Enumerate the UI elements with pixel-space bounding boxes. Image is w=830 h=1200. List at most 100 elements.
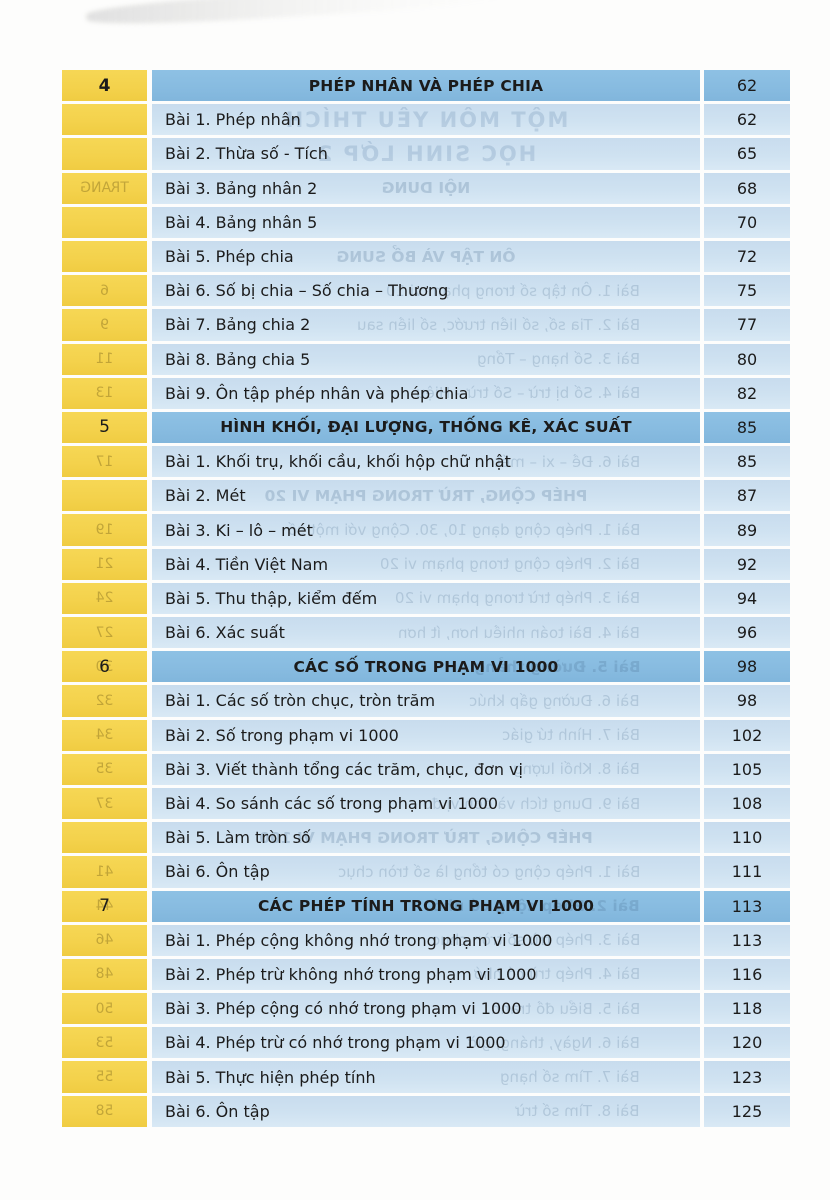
lesson-title-cell: Bài 3. Số hạng – Tổng Bài 8. Bảng chia 5	[152, 343, 700, 375]
chapter-number-cell: 6	[62, 275, 147, 307]
bleedthrough-page-number: 19	[95, 522, 114, 539]
chapter-number-cell	[62, 206, 147, 238]
chapter-title: PHÉP NHÂN VÀ PHÉP CHIA	[308, 76, 544, 95]
chapter-title: CÁC SỐ TRONG PHẠM VI 1000	[293, 657, 559, 676]
page-number: 68	[736, 178, 758, 198]
lesson-title-cell: Bài 2. Tia số, số liền trước, số liền sa…	[152, 309, 700, 341]
page-number: 120	[731, 1033, 763, 1053]
chapter-number-cell: 32	[62, 685, 147, 717]
lesson-title: Bài 5. Làm tròn số	[165, 828, 311, 848]
chapter-number-cell: 34	[62, 719, 147, 751]
bleedthrough-text: Bài 8. Khối lượng	[513, 760, 640, 779]
lesson-title: Bài 6. Xác suất	[165, 623, 285, 643]
toc-row-chapter: 5 HÌNH KHỐI, ĐẠI LƯỢNG, THỐNG KÊ, XÁC SUẤ…	[62, 411, 790, 444]
bleedthrough-page-number: 34	[95, 727, 114, 744]
lesson-title: Bài 7. Bảng chia 2	[165, 315, 311, 335]
bleedthrough-text: Bài 6. Đường gấp khúc	[469, 691, 640, 710]
lesson-title-cell: MỘT MÔN YÊU THÍCH Bài 1. Phép nhân	[152, 104, 700, 136]
lesson-title: Bài 3. Viết thành tổng các trăm, chục, đ…	[165, 759, 523, 779]
lesson-title-cell: Bài 5. Biểu đồ tranh Bài 3. Phép cộng có …	[152, 993, 700, 1025]
bleedthrough-text: Bài 7. Hình tứ giác	[501, 726, 640, 745]
page-number-cell: 87	[704, 480, 790, 512]
bleedthrough-text: Bài 2. Tia số, số liền trước, số liền sa…	[356, 315, 640, 334]
lesson-title-cell: Bài 6. Đề – xi – mét Bài 1. Khối trụ, khố…	[152, 446, 700, 478]
page-number: 98	[736, 691, 758, 711]
bleedthrough-page-number: 32	[95, 692, 114, 709]
page-number: 118	[731, 999, 763, 1019]
chapter-number-cell: 27	[62, 617, 147, 649]
lesson-title: Bài 3. Phép cộng có nhớ trong phạm vi 10…	[165, 999, 522, 1019]
lesson-title-cell: Bài 1. Ôn tập số trong phạm vi 10 Bài 6. …	[152, 275, 700, 307]
page-number: 111	[731, 862, 763, 882]
lesson-title: Bài 4. Tiền Việt Nam	[165, 554, 329, 574]
chapter-number-cell	[62, 104, 147, 136]
chapter-number-cell: 4	[62, 70, 147, 102]
page-number: 89	[736, 520, 758, 540]
lesson-title: Bài 3. Bảng nhân 2	[165, 178, 318, 198]
lesson-title: Bài 6. Ôn tập	[165, 1101, 270, 1121]
page-number: 77	[736, 315, 758, 335]
lesson-title: Bài 3. Ki – lô – mét	[165, 520, 313, 540]
page-number-cell: 113	[704, 924, 790, 956]
page-number: 105	[731, 759, 763, 779]
chapter-number-cell: 5	[62, 411, 147, 444]
toc-row-chapter: 30 6 Bài 5. Đường thẳng CÁC SỐ TRONG PHẠM V…	[62, 651, 790, 683]
lesson-title: Bài 5. Thực hiện phép tính	[165, 1067, 376, 1087]
chapter-number-cell: 11	[62, 343, 147, 375]
toc-row-lesson: PHÉP CỘNG, TRỪ TRONG PHẠM VI 100 Bài 5. L…	[62, 822, 790, 854]
lesson-title: Bài 8. Bảng chia 5	[165, 349, 311, 369]
toc-row-lesson: TRANG NỘI DUNG Bài 3. Bảng nhân 2 68	[62, 172, 790, 204]
lesson-title: Bài 1. Khối trụ, khối cầu, khối hộp chữ …	[165, 452, 511, 472]
chapter-number-cell: 48	[62, 958, 147, 991]
bleedthrough-page-number: 24	[95, 590, 114, 607]
toc-row-lesson: 19 Bài 1. Phép cộng dạng 10, 30. Cộng với…	[62, 514, 790, 546]
bleedthrough-text: Bài 4. Bài toán nhiều hơn, ít hơn	[398, 623, 640, 642]
lesson-title-cell: Bài 4. Phép trừ có nhớ Bài 2. Phép trừ kh…	[152, 958, 700, 991]
chapter-number-cell	[62, 480, 147, 512]
page-number-cell: 65	[704, 138, 790, 170]
lesson-title-cell: Bài 7. Tìm số hạng Bài 5. Thực hiện phép …	[152, 1061, 700, 1093]
page-number-cell: 96	[704, 617, 790, 649]
bleedthrough-page-number: 27	[95, 624, 114, 641]
toc-row-lesson: 32 Bài 6. Đường gấp khúc Bài 1. Các số trò…	[62, 685, 790, 717]
page-number-cell: 116	[704, 958, 790, 991]
page-number: 72	[736, 247, 758, 267]
page-number: 98	[736, 657, 758, 677]
toc-table: 4 PHÉP NHÂN VÀ PHÉP CHIA 62 MỘT MÔN YÊU THÍ…	[62, 70, 790, 1127]
bleedthrough-text: Bài 3. Phép trừ trong phạm vi 20	[394, 589, 640, 608]
chapter-number-cell: 55	[62, 1061, 147, 1093]
lesson-title: Bài 5. Phép chia	[165, 247, 294, 267]
chapter-number-cell: 9	[62, 309, 147, 341]
lesson-title: Bài 9. Ôn tập phép nhân và phép chia	[165, 383, 469, 403]
bleedthrough-text: Bài 8. Tìm số trừ	[516, 1102, 640, 1121]
lesson-title: Bài 5. Thu thập, kiểm đếm	[165, 588, 378, 608]
toc-row-lesson: MỘT MÔN YÊU THÍCH Bài 1. Phép nhân 62	[62, 104, 790, 136]
toc-row-lesson: 9 Bài 2. Tia số, số liền trước, số liền s…	[62, 309, 790, 341]
page-number: 108	[731, 794, 763, 814]
chapter-number-cell: 58	[62, 1095, 147, 1127]
chapter-number-cell: 37	[62, 787, 147, 820]
page-number-cell: 85	[704, 446, 790, 478]
bleedthrough-page-number: 58	[95, 1103, 114, 1120]
page-number-cell: 77	[704, 309, 790, 341]
page-number: 82	[736, 383, 758, 403]
lesson-title: Bài 4. Phép trừ có nhớ trong phạm vi 100…	[165, 1033, 506, 1053]
page-number-cell: 102	[704, 719, 790, 751]
page-number: 116	[731, 964, 763, 984]
page-number: 80	[736, 349, 758, 369]
chapter-title: CÁC PHÉP TÍNH TRONG PHẠM VI 1000	[257, 897, 595, 916]
chapter-title-cell: Bài 2. Phép cộng có nhớ CÁC PHÉP TÍNH TRO…	[152, 890, 700, 922]
toc-row-lesson: Bài 4. Bảng nhân 5 70	[62, 206, 790, 238]
lesson-title-cell: Bài 2. Phép cộng trong phạm vi 20 Bài 4. …	[152, 548, 700, 580]
page-number-cell: 89	[704, 514, 790, 546]
lesson-title: Bài 1. Phép cộng không nhớ trong phạm vi…	[165, 930, 553, 950]
lesson-title: Bài 2. Mét	[165, 486, 246, 506]
bleedthrough-page-number: 13	[95, 385, 114, 402]
toc-row-lesson: 11 Bài 3. Số hạng – Tổng Bài 8. Bảng chia …	[62, 343, 790, 375]
lesson-title-cell: Bài 4. Số bị trừ – Số trừ – Hiệu Bài 9. Ô…	[152, 377, 700, 409]
page-number: 123	[731, 1067, 763, 1087]
lesson-title-cell: Bài 1. Phép cộng có tổng là số tròn chục…	[152, 856, 700, 888]
chapter-number-cell: 41	[62, 856, 147, 888]
lesson-title-cell: Bài 1. Phép cộng dạng 10, 30. Cộng với m…	[152, 514, 700, 546]
